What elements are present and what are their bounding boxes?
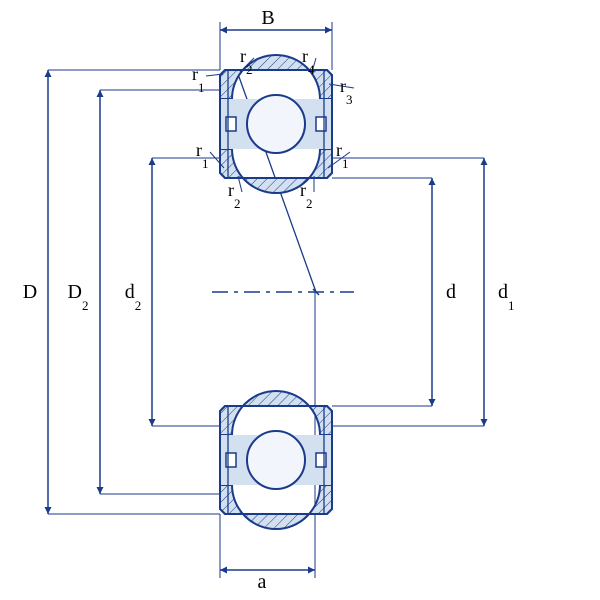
svg-text:D2: D2 xyxy=(68,281,89,313)
svg-text:r3: r3 xyxy=(340,76,353,107)
svg-text:d2: d2 xyxy=(125,281,142,313)
svg-text:r1: r1 xyxy=(196,140,209,171)
svg-text:r2: r2 xyxy=(300,180,313,211)
svg-text:d: d xyxy=(446,281,456,303)
svg-text:r1: r1 xyxy=(336,140,349,171)
svg-text:D: D xyxy=(23,281,37,303)
svg-text:r4: r4 xyxy=(302,46,315,77)
bearing-diagram: BaDD2d2dd1r1r2r4r3r1r2r1r2 xyxy=(0,0,600,600)
svg-text:a: a xyxy=(258,571,267,593)
svg-text:d1: d1 xyxy=(498,281,515,313)
svg-text:r2: r2 xyxy=(228,180,241,211)
svg-text:B: B xyxy=(261,7,274,29)
